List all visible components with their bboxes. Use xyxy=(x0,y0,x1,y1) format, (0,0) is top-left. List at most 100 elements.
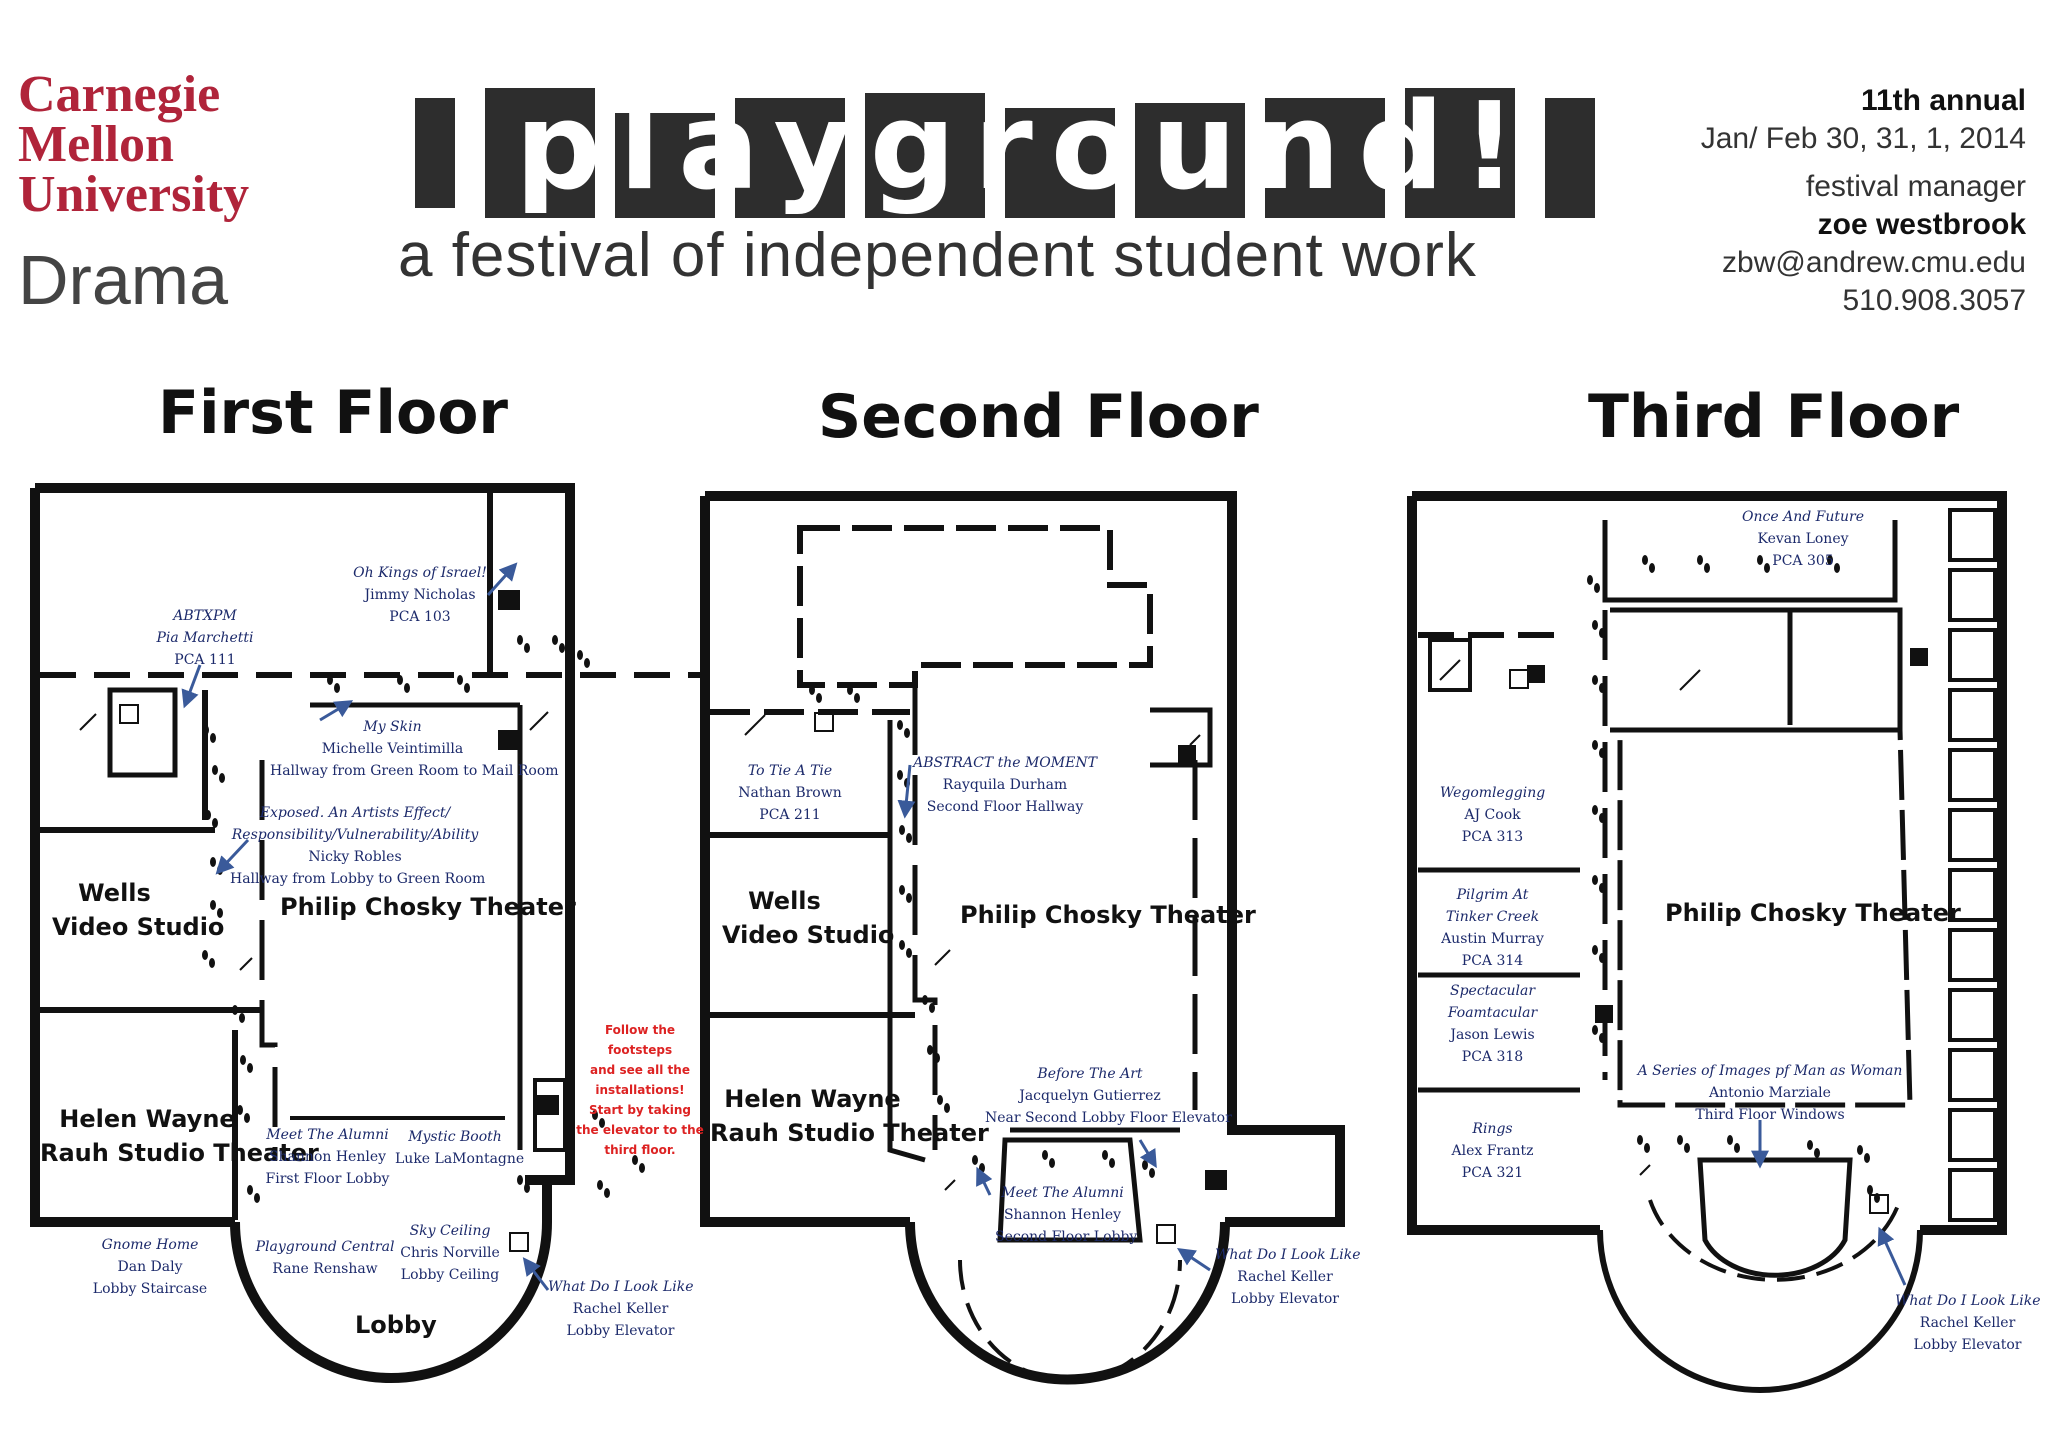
room-rauh-second: Helen Wayne Rauh Studio Theater xyxy=(710,1082,989,1150)
installation-artist: Michelle Veintimilla xyxy=(321,741,464,757)
installation-label: What Do I Look Like Rachel Keller Lobby … xyxy=(548,1276,694,1342)
installation-title: ABTXPM xyxy=(173,608,237,624)
installation-artist: Jacquelyn Gutierrez xyxy=(1019,1088,1161,1104)
university-line-3: University xyxy=(18,166,250,223)
festival-tagline: a festival of independent student work xyxy=(398,221,1477,290)
installation-location: Hallway from Lobby to Green Room xyxy=(230,871,486,887)
installation-location: PCA 111 xyxy=(174,652,236,668)
installation-location: PCA 318 xyxy=(1461,1049,1524,1065)
installation-artist: Rayquila Durham xyxy=(942,777,1068,793)
installation-artist: AJ Cook xyxy=(1464,807,1521,823)
room-label: Helen Wayne xyxy=(59,1105,236,1133)
installation-artist: Rachel Keller xyxy=(1237,1269,1333,1285)
room-label: Rauh Studio Theater xyxy=(40,1139,319,1167)
installation-label: Meet The Alumni Shannon Henley Second Fl… xyxy=(995,1182,1137,1248)
installation-artist: Pia Marchetti xyxy=(156,630,254,646)
installation-location: PCA 103 xyxy=(389,609,451,625)
installation-location: Second Floor Hallway xyxy=(926,799,1084,815)
installation-label: To Tie A Tie Nathan Brown PCA 211 xyxy=(730,760,850,826)
note-line: third floor. xyxy=(604,1143,676,1157)
installation-location: Lobby Ceiling xyxy=(400,1267,500,1283)
third-floor-plan xyxy=(1407,491,2007,1393)
elevator-icon xyxy=(119,704,529,1252)
installation-title: What Do I Look Like xyxy=(1895,1293,2041,1309)
footsteps-note: Follow the footsteps and see all the ins… xyxy=(575,1020,705,1160)
arrow-icon xyxy=(897,764,1211,1272)
note-line: Follow the footsteps xyxy=(604,1023,676,1057)
installation-artist: Shannon Henley xyxy=(268,1149,387,1165)
university-line-2: Mellon xyxy=(18,116,174,173)
installation-label: Mystic Booth Luke LaMontagne xyxy=(395,1126,524,1170)
first-floor-title: First Floor xyxy=(158,378,509,448)
department-name: Drama xyxy=(18,241,229,319)
playground-logo: playground! xyxy=(395,78,1655,224)
restroom-icon xyxy=(498,590,559,1115)
room-label: Wells xyxy=(78,879,151,907)
installation-artist: Nathan Brown xyxy=(738,785,842,801)
contact-phone: 510.908.3057 xyxy=(1842,284,2026,317)
installation-title: Meet The Alumni xyxy=(266,1127,389,1143)
room-label: Rauh Studio Theater xyxy=(710,1119,989,1147)
installation-label: Playground Central Rane Renshaw xyxy=(250,1236,400,1280)
note-line: and see all the xyxy=(590,1063,690,1077)
installation-artist: Alex Frantz xyxy=(1451,1143,1534,1159)
room-theater-third: Philip Chosky Theater xyxy=(1665,899,1961,927)
installation-title: Gnome Home xyxy=(101,1237,199,1253)
third-floor-title: Third Floor xyxy=(1588,382,1960,452)
room-label: Video Studio xyxy=(722,921,895,949)
installation-artist: Rane Renshaw xyxy=(272,1261,378,1277)
installation-title: Oh Kings of Israel! xyxy=(353,565,487,581)
installation-label: Gnome Home Dan Daly Lobby Staircase xyxy=(90,1234,210,1300)
contact-email[interactable]: zbw@andrew.cmu.edu xyxy=(1722,246,2026,279)
first-floor-plan xyxy=(30,483,700,1383)
installation-artist: Jimmy Nicholas xyxy=(364,587,476,603)
room-rauh-first: Helen Wayne Rauh Studio Theater xyxy=(40,1102,319,1170)
installation-location: Lobby Staircase xyxy=(92,1281,208,1297)
second-floor-plan xyxy=(700,491,1345,1385)
installation-title: Exposed. An Artists Effect/ xyxy=(259,805,451,821)
installation-location: First Floor Lobby xyxy=(265,1171,390,1187)
installation-artist: Kevan Loney xyxy=(1757,531,1849,547)
room-theater-second: Philip Chosky Theater xyxy=(960,901,1256,929)
installation-title: My Skin xyxy=(363,719,422,735)
room-label: Video Studio xyxy=(52,913,225,941)
installation-label: Meet The Alumni Shannon Henley First Flo… xyxy=(260,1124,395,1190)
installation-label: ABTXPM Pia Marchetti PCA 111 xyxy=(140,605,270,671)
installation-label: Once And Future Kevan Loney PCA 305 xyxy=(1738,506,1868,572)
installation-location: PCA 313 xyxy=(1461,829,1524,845)
room-lobby-first: Lobby xyxy=(355,1311,437,1339)
installation-location: PCA 305 xyxy=(1772,553,1834,569)
installation-title: Rings xyxy=(1472,1121,1513,1137)
arrow-icon xyxy=(181,562,550,1291)
installation-label: Rings Alex Frantz PCA 321 xyxy=(1430,1118,1555,1184)
installation-artist: Austin Murray xyxy=(1441,931,1544,947)
installation-label: Sky Ceiling Chris Norville Lobby Ceiling xyxy=(400,1220,500,1286)
installation-title: Playground Central xyxy=(255,1239,395,1255)
installation-title: Pilgrim At xyxy=(1456,887,1529,903)
installation-location: PCA 321 xyxy=(1461,1165,1524,1181)
stairs-icon xyxy=(744,714,1201,1191)
installation-artist: Dan Daly xyxy=(117,1259,183,1275)
installation-location: Lobby Elevator xyxy=(1913,1337,2022,1353)
installation-label: ABSTRACT the MOMENT Rayquila Durham Seco… xyxy=(910,752,1100,818)
installation-title: Wegomlegging xyxy=(1439,785,1546,801)
room-wells-first: Wells Video Studio xyxy=(52,876,225,944)
installation-title: A Series of Images pf Man as Woman xyxy=(1637,1063,1903,1079)
installation-title: Spectacular xyxy=(1449,983,1536,999)
installation-artist: Antonio Marziale xyxy=(1709,1085,1831,1101)
installation-title: Sky Ceiling xyxy=(409,1223,491,1239)
installation-artist: Jason Lewis xyxy=(1450,1027,1535,1043)
restroom-icon xyxy=(1527,648,1928,1023)
installation-label: Wegomlegging AJ Cook PCA 313 xyxy=(1430,782,1555,848)
elevator-icon xyxy=(814,712,1176,1244)
installation-location: PCA 211 xyxy=(759,807,821,823)
installation-label: A Series of Images pf Man as Woman Anton… xyxy=(1630,1060,1910,1126)
arrow-icon xyxy=(1751,1120,1907,1286)
room-theater-first: Philip Chosky Theater xyxy=(280,893,576,921)
installation-label: My Skin Michelle Veintimilla Hallway fro… xyxy=(270,716,559,782)
installation-label: Spectacular Foamtacular Jason Lewis PCA … xyxy=(1430,980,1555,1068)
installation-location: Lobby Elevator xyxy=(566,1323,675,1339)
room-label: Helen Wayne xyxy=(724,1085,901,1113)
installation-title: Meet The Alumni xyxy=(1001,1185,1124,1201)
